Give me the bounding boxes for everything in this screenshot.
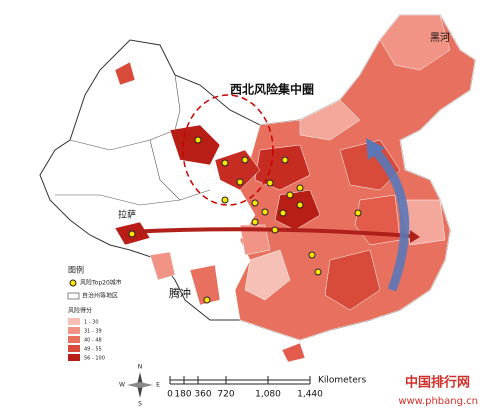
scale-label: 720 [217, 390, 234, 400]
legend-class: 40 - 48 [84, 338, 102, 344]
risk-circle [182, 94, 274, 206]
red-arrowhead [410, 230, 420, 243]
legend-class: 31 - 39 [84, 329, 102, 335]
compass-n: N [138, 364, 143, 371]
scale-label: 1,440 [297, 390, 323, 400]
compass-e: E [156, 382, 160, 389]
scale-label: 1,080 [255, 390, 281, 400]
blue-arrow [368, 144, 410, 292]
compass-w: W [119, 382, 125, 389]
red-arrow [127, 227, 411, 238]
compass-s: S [138, 401, 142, 408]
risk-patches [239, 14, 451, 311]
city-markers [128, 136, 362, 304]
scale-label: 360 [194, 390, 211, 400]
place-label: 拉萨 [118, 209, 136, 221]
legend-class: 56 - 100 [84, 356, 105, 362]
northwest-patches [114, 61, 306, 363]
legend-class: 1 - 30 [84, 320, 99, 326]
scale-label: 0 [167, 390, 173, 400]
legend-label: 风险得分 [68, 307, 92, 315]
watermark-url: www.phbang.cn [398, 396, 478, 407]
legend-label: 风险Top20城市 [80, 279, 122, 287]
compass: N E S W [119, 364, 160, 408]
scale-label: 180 [174, 390, 191, 400]
watermark-name: 中国排行网 [405, 375, 470, 391]
scale-unit: Kilometers [318, 376, 366, 386]
legend: 图例 风险Top20城市 自治州等地区 风险得分 1 - 30 31 - 39 … [67, 265, 122, 362]
scale-bar: 0 180 360 720 1,080 1,440 Kilometers [167, 376, 366, 400]
legend-label: 自治州等地区 [82, 292, 118, 300]
place-label: 黑河 [430, 32, 450, 44]
place-label: 腾冲 [169, 286, 191, 300]
legend-class: 49 - 55 [84, 347, 102, 353]
map-title: 西北风险集中圈 [230, 82, 314, 97]
legend-title: 图例 [68, 265, 84, 275]
province-lines [55, 74, 211, 206]
blue-arrowhead [366, 138, 385, 160]
